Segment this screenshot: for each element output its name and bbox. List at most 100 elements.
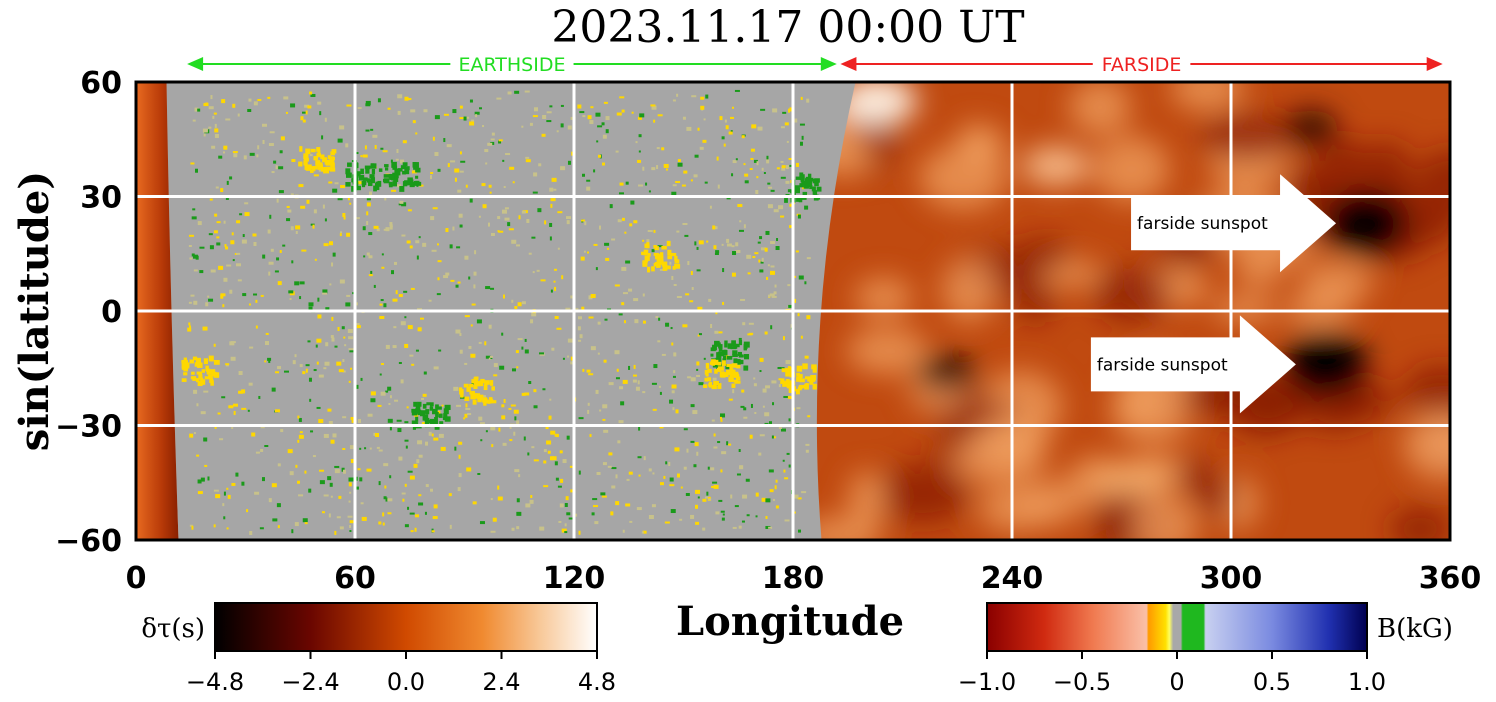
field-pixel <box>188 301 192 304</box>
field-pixel <box>489 191 492 194</box>
field-pixel <box>349 520 354 524</box>
field-pixel <box>196 403 199 407</box>
field-pixel <box>302 119 306 123</box>
field-pixel <box>493 363 498 368</box>
field-pixel <box>455 329 461 334</box>
field-pixel <box>669 399 674 404</box>
field-pixel <box>642 239 645 242</box>
sunspot-core <box>1324 191 1409 256</box>
field-pixel <box>385 497 388 502</box>
field-pixel <box>565 496 569 501</box>
field-pixel <box>200 411 206 415</box>
field-pixel <box>546 120 552 123</box>
field-pixel <box>295 225 301 230</box>
field-pixel <box>743 224 746 229</box>
field-pixel <box>205 302 209 307</box>
field-pixel <box>700 96 705 100</box>
field-pixel <box>208 106 214 110</box>
field-pixel <box>418 502 424 506</box>
field-pixel <box>346 294 351 297</box>
field-pixel <box>360 377 363 381</box>
field-pixel <box>497 485 500 490</box>
field-pixel <box>304 522 308 525</box>
field-pixel <box>466 386 471 392</box>
field-pixel <box>384 164 389 168</box>
field-pixel <box>384 167 389 171</box>
field-pixel <box>348 482 352 487</box>
field-pixel <box>804 178 811 183</box>
field-pixel <box>655 316 659 319</box>
field-pixel <box>786 383 791 389</box>
field-pixel <box>750 403 753 408</box>
field-pixel <box>776 167 780 170</box>
field-pixel <box>690 179 693 182</box>
field-pixel <box>189 433 194 438</box>
field-pixel <box>752 256 756 259</box>
field-pixel <box>334 530 337 535</box>
farside-blob <box>918 145 1008 211</box>
field-pixel <box>672 407 675 411</box>
field-pixel <box>597 154 601 158</box>
field-pixel <box>801 180 807 186</box>
field-pixel <box>497 496 503 501</box>
field-pixel <box>765 385 771 389</box>
field-pixel <box>554 461 558 466</box>
field-pixel <box>781 165 786 169</box>
field-pixel <box>199 270 204 274</box>
field-pixel <box>206 370 213 375</box>
field-pixel <box>625 503 631 507</box>
field-pixel <box>330 495 333 498</box>
field-pixel <box>762 405 765 408</box>
sunspot-annotation: farside sunspot <box>1131 174 1337 273</box>
field-pixel <box>713 359 719 365</box>
field-pixel <box>714 330 719 334</box>
field-pixel <box>325 342 329 347</box>
field-pixel <box>704 377 708 382</box>
field-pixel <box>443 408 449 415</box>
field-pixel <box>698 240 704 245</box>
field-pixel <box>388 181 393 186</box>
field-pixel <box>328 181 333 184</box>
field-pixel <box>399 200 404 204</box>
field-pixel <box>747 333 753 336</box>
colorbar: δτ(s)−4.8 −2.4 0.0 2.4 4.8 <box>141 602 616 696</box>
field-pixel <box>221 99 226 104</box>
field-pixel <box>413 401 418 407</box>
field-pixel <box>469 99 473 103</box>
field-pixel <box>799 141 803 146</box>
field-pixel <box>285 111 288 114</box>
field-pixel <box>770 270 776 275</box>
field-pixel <box>735 242 739 247</box>
field-pixel <box>422 393 427 397</box>
field-pixel <box>321 511 325 514</box>
field-pixel <box>631 111 634 114</box>
field-pixel <box>360 168 364 175</box>
field-pixel <box>429 406 434 411</box>
field-pixel <box>597 352 600 355</box>
field-pixel <box>305 148 311 155</box>
field-pixel <box>794 185 800 190</box>
field-pixel <box>731 173 734 177</box>
field-pixel <box>400 321 406 326</box>
field-pixel <box>798 529 802 533</box>
field-pixel <box>469 390 476 395</box>
field-pixel <box>558 520 562 523</box>
field-pixel <box>597 321 601 325</box>
field-pixel <box>328 513 331 518</box>
field-pixel <box>532 271 535 274</box>
field-pixel <box>592 505 598 508</box>
field-pixel <box>533 389 537 393</box>
field-pixel <box>619 96 625 99</box>
field-pixel <box>804 383 809 390</box>
field-pixel <box>690 440 695 443</box>
field-pixel <box>703 357 706 360</box>
field-pixel <box>789 164 792 167</box>
field-pixel <box>327 155 332 160</box>
field-pixel <box>781 428 787 432</box>
field-pixel <box>567 355 570 358</box>
field-pixel <box>677 159 681 163</box>
field-pixel <box>595 112 601 117</box>
field-pixel <box>197 108 201 112</box>
field-pixel <box>595 267 598 271</box>
field-pixel <box>601 162 605 166</box>
